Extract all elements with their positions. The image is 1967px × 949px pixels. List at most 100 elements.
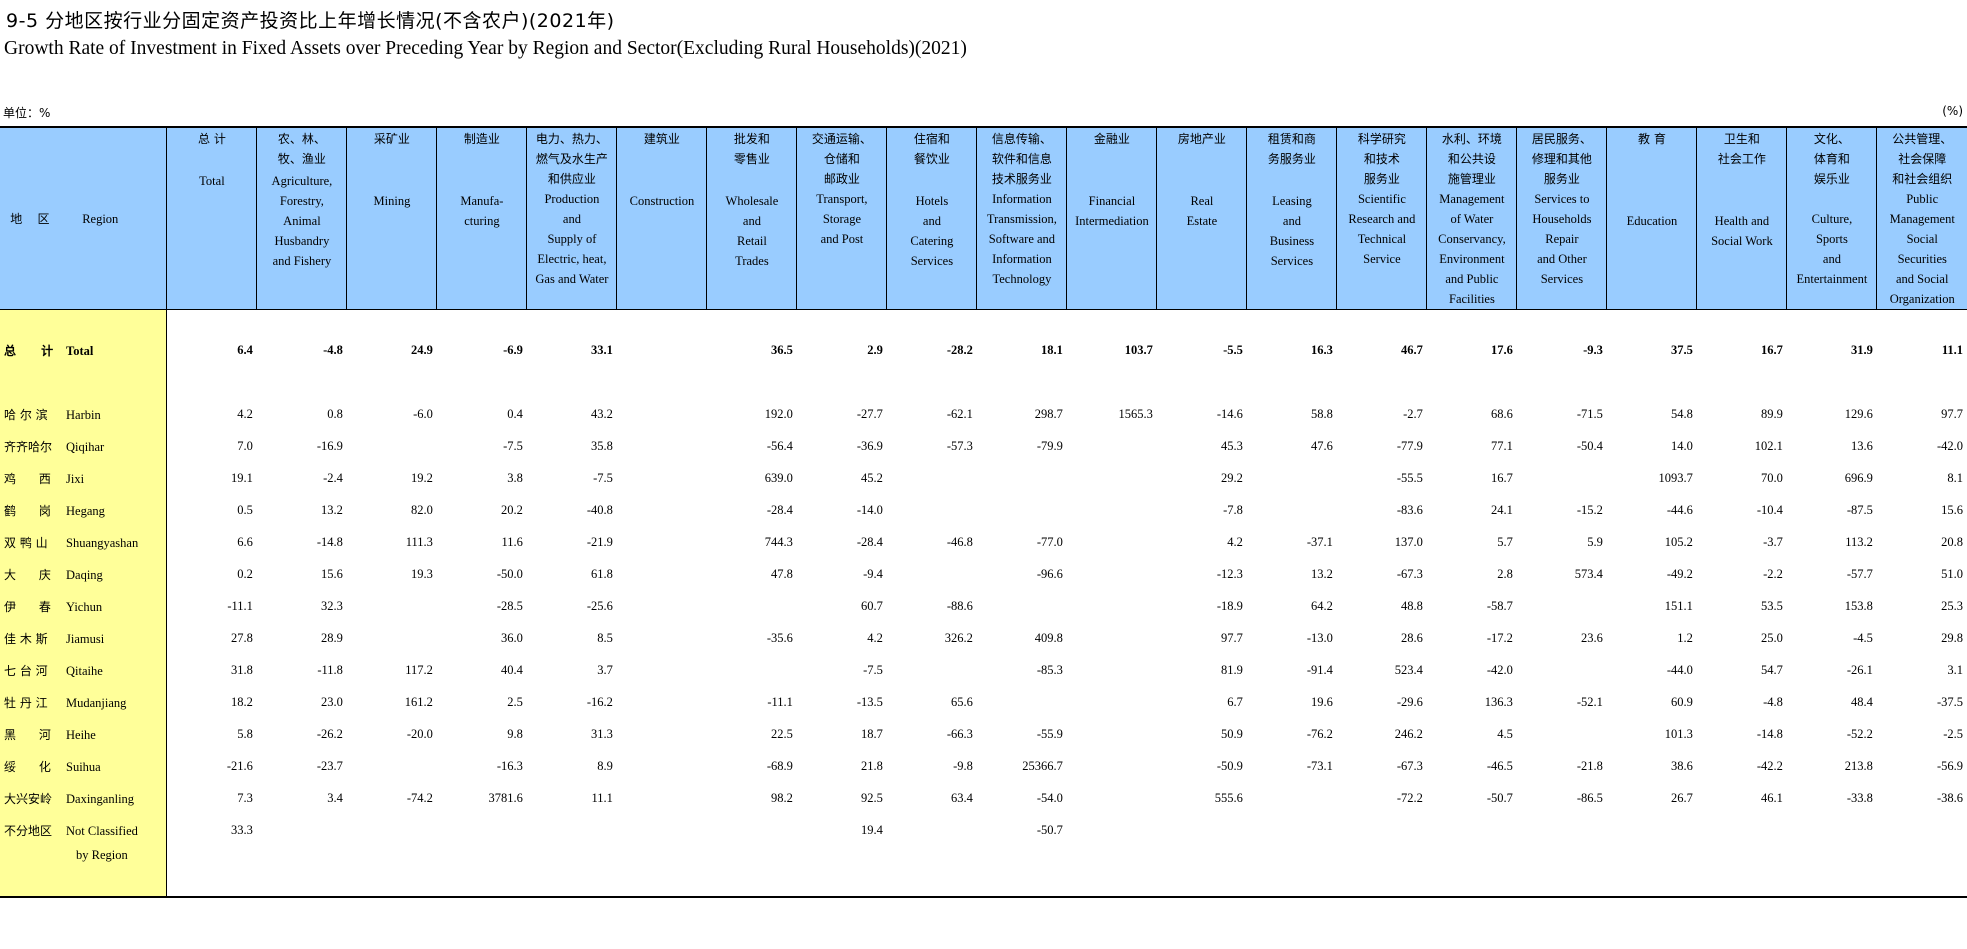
value-cell: 23.6 xyxy=(1581,630,1603,645)
value-cell: 60.7 xyxy=(861,598,883,613)
value-cell: -88.6 xyxy=(946,598,973,613)
value-cell: -21.8 xyxy=(1576,758,1603,773)
value-cell: 151.1 xyxy=(1664,598,1693,613)
column-header: 租赁和商 务服务业 Leasing and Business Services xyxy=(1246,126,1338,310)
value-cell: 11.6 xyxy=(501,534,523,549)
value-cell xyxy=(347,430,437,462)
value-cell: -50.7 xyxy=(1036,822,1063,837)
value-cell xyxy=(347,750,437,782)
column-header-en: Transport, Storage and Post xyxy=(816,192,868,246)
value-cell xyxy=(617,718,707,750)
value-cell: 53.5 xyxy=(1761,598,1783,613)
region-cell: 总 计 Total xyxy=(0,334,168,366)
value-cell: -7.5 xyxy=(503,438,523,453)
value-cell xyxy=(1427,814,1517,846)
value-cell: -62.1 xyxy=(946,406,973,421)
column-header: 金融业 Financial Intermediation xyxy=(1066,126,1158,310)
value-cell: -67.3 xyxy=(1396,566,1423,581)
region-name-cn: 鸡 西 xyxy=(4,471,51,486)
value-cell xyxy=(1067,750,1157,782)
value-cell: 89.9 xyxy=(1761,406,1783,421)
value-cell xyxy=(1067,430,1157,462)
value-cell: 6.4 xyxy=(237,342,253,357)
region-name-cn: 牡 丹 江 xyxy=(4,695,48,710)
value-cell: -85.3 xyxy=(1036,662,1063,677)
value-cell xyxy=(1067,622,1157,654)
value-cell xyxy=(1607,814,1697,846)
value-cell: 48.8 xyxy=(1401,598,1423,613)
column-header-en: Scientific Research and Technical Servic… xyxy=(1348,192,1416,266)
value-cell: 20.2 xyxy=(501,502,523,517)
value-cell xyxy=(1247,494,1337,526)
value-cell: -72.2 xyxy=(1396,790,1423,805)
column-header: 建筑业 Construction xyxy=(616,126,708,310)
region-name-en: Jiamusi xyxy=(66,631,105,646)
column-header-cn: 水利、环境 和公共设 施管理业 xyxy=(1441,132,1502,186)
value-cell: -14.6 xyxy=(1216,406,1243,421)
value-cell: 27.8 xyxy=(231,630,253,645)
value-cell xyxy=(617,782,707,814)
value-cell: 4.2 xyxy=(237,406,253,421)
column-header: 文化、 体育和 娱乐业 Culture, Sports and Entertai… xyxy=(1786,126,1878,310)
value-cell: 29.8 xyxy=(1941,630,1963,645)
value-cell: -38.6 xyxy=(1936,790,1963,805)
column-header: 房地产业 Real Estate xyxy=(1156,126,1248,310)
column-header: 科学研究 和技术 服务业 Scientific Research and Tech… xyxy=(1336,126,1428,310)
value-cell: 40.4 xyxy=(501,662,523,677)
value-cell: 31.3 xyxy=(591,726,613,741)
value-cell: 5.7 xyxy=(1497,534,1513,549)
value-cell: 523.4 xyxy=(1394,662,1423,677)
value-cell xyxy=(887,558,977,590)
value-cell: -66.3 xyxy=(946,726,973,741)
value-cell: -28.5 xyxy=(496,598,523,613)
column-header-en: Real Estate xyxy=(1186,194,1218,228)
column-header-cn: 居民服务、 修理和其他 服务业 xyxy=(1531,132,1592,186)
value-cell: 696.9 xyxy=(1844,470,1873,485)
table-row: 鸡 西 Jixi 19.1 -2.4 19.2 3.8 -7.5 639.0 45.2 29.2 -… xyxy=(0,462,1967,494)
region-name-cn: 鹤 岗 xyxy=(4,503,51,518)
value-cell xyxy=(1067,526,1157,558)
value-cell: 1093.7 xyxy=(1658,470,1693,485)
value-cell: -5.5 xyxy=(1223,342,1243,357)
value-cell: 26.7 xyxy=(1671,790,1693,805)
value-cell: 25.0 xyxy=(1761,630,1783,645)
value-cell: 15.6 xyxy=(321,566,343,581)
value-cell: -86.5 xyxy=(1576,790,1603,805)
region-cell: 牡 丹 江 Mudanjiang xyxy=(0,686,168,718)
value-cell xyxy=(1247,814,1337,846)
column-header-cn: 公共管理、 社会保障 和社会组织 xyxy=(1892,132,1953,186)
table-row: 黑 河 Heihe 5.8 -26.2 -20.0 9.8 31.3 22.5 18.7 -66.… xyxy=(0,718,1967,750)
value-cell: -74.2 xyxy=(406,790,433,805)
value-cell: -15.2 xyxy=(1576,502,1603,517)
value-cell: 102.1 xyxy=(1754,438,1783,453)
table-row: 绥 化 Suihua -21.6 -23.7 -16.3 8.9 -68.9 21.8 -9.8… xyxy=(0,750,1967,782)
value-cell: -42.0 xyxy=(1486,662,1513,677)
column-header-cn: 电力、热力、 燃气及水生产 和供应业 xyxy=(535,132,608,186)
column-header-en: Manufa- cturing xyxy=(460,194,504,228)
value-cell: -76.2 xyxy=(1306,726,1333,741)
value-cell: 16.7 xyxy=(1491,470,1513,485)
value-cell: 98.2 xyxy=(771,790,793,805)
value-cell: -4.8 xyxy=(1763,694,1783,709)
value-cell: -11.8 xyxy=(317,662,343,677)
region-name-en-continued: by Region xyxy=(76,848,128,862)
value-cell: 213.8 xyxy=(1844,758,1873,773)
value-cell: 129.6 xyxy=(1844,406,1873,421)
value-cell: -77.9 xyxy=(1396,438,1423,453)
value-cell xyxy=(1517,590,1607,622)
value-cell: -50.4 xyxy=(1576,438,1603,453)
value-cell xyxy=(617,558,707,590)
column-header-en: Mining xyxy=(373,194,411,208)
region-name-en: Total xyxy=(66,343,94,358)
value-cell: -26.2 xyxy=(316,726,343,741)
value-cell: -11.1 xyxy=(767,694,793,709)
region-cell: 齐齐哈尔 Qiqihar xyxy=(0,430,168,462)
value-cell: 744.3 xyxy=(764,534,793,549)
value-cell: -14.0 xyxy=(856,502,883,517)
column-header: 教 育 Education xyxy=(1606,126,1698,310)
value-cell xyxy=(707,814,797,846)
column-header-cn: 租赁和商 务服务业 xyxy=(1267,132,1316,166)
column-header-cn: 房地产业 xyxy=(1177,132,1226,146)
value-cell: 50.9 xyxy=(1221,726,1243,741)
value-cell: 11.1 xyxy=(591,790,613,805)
